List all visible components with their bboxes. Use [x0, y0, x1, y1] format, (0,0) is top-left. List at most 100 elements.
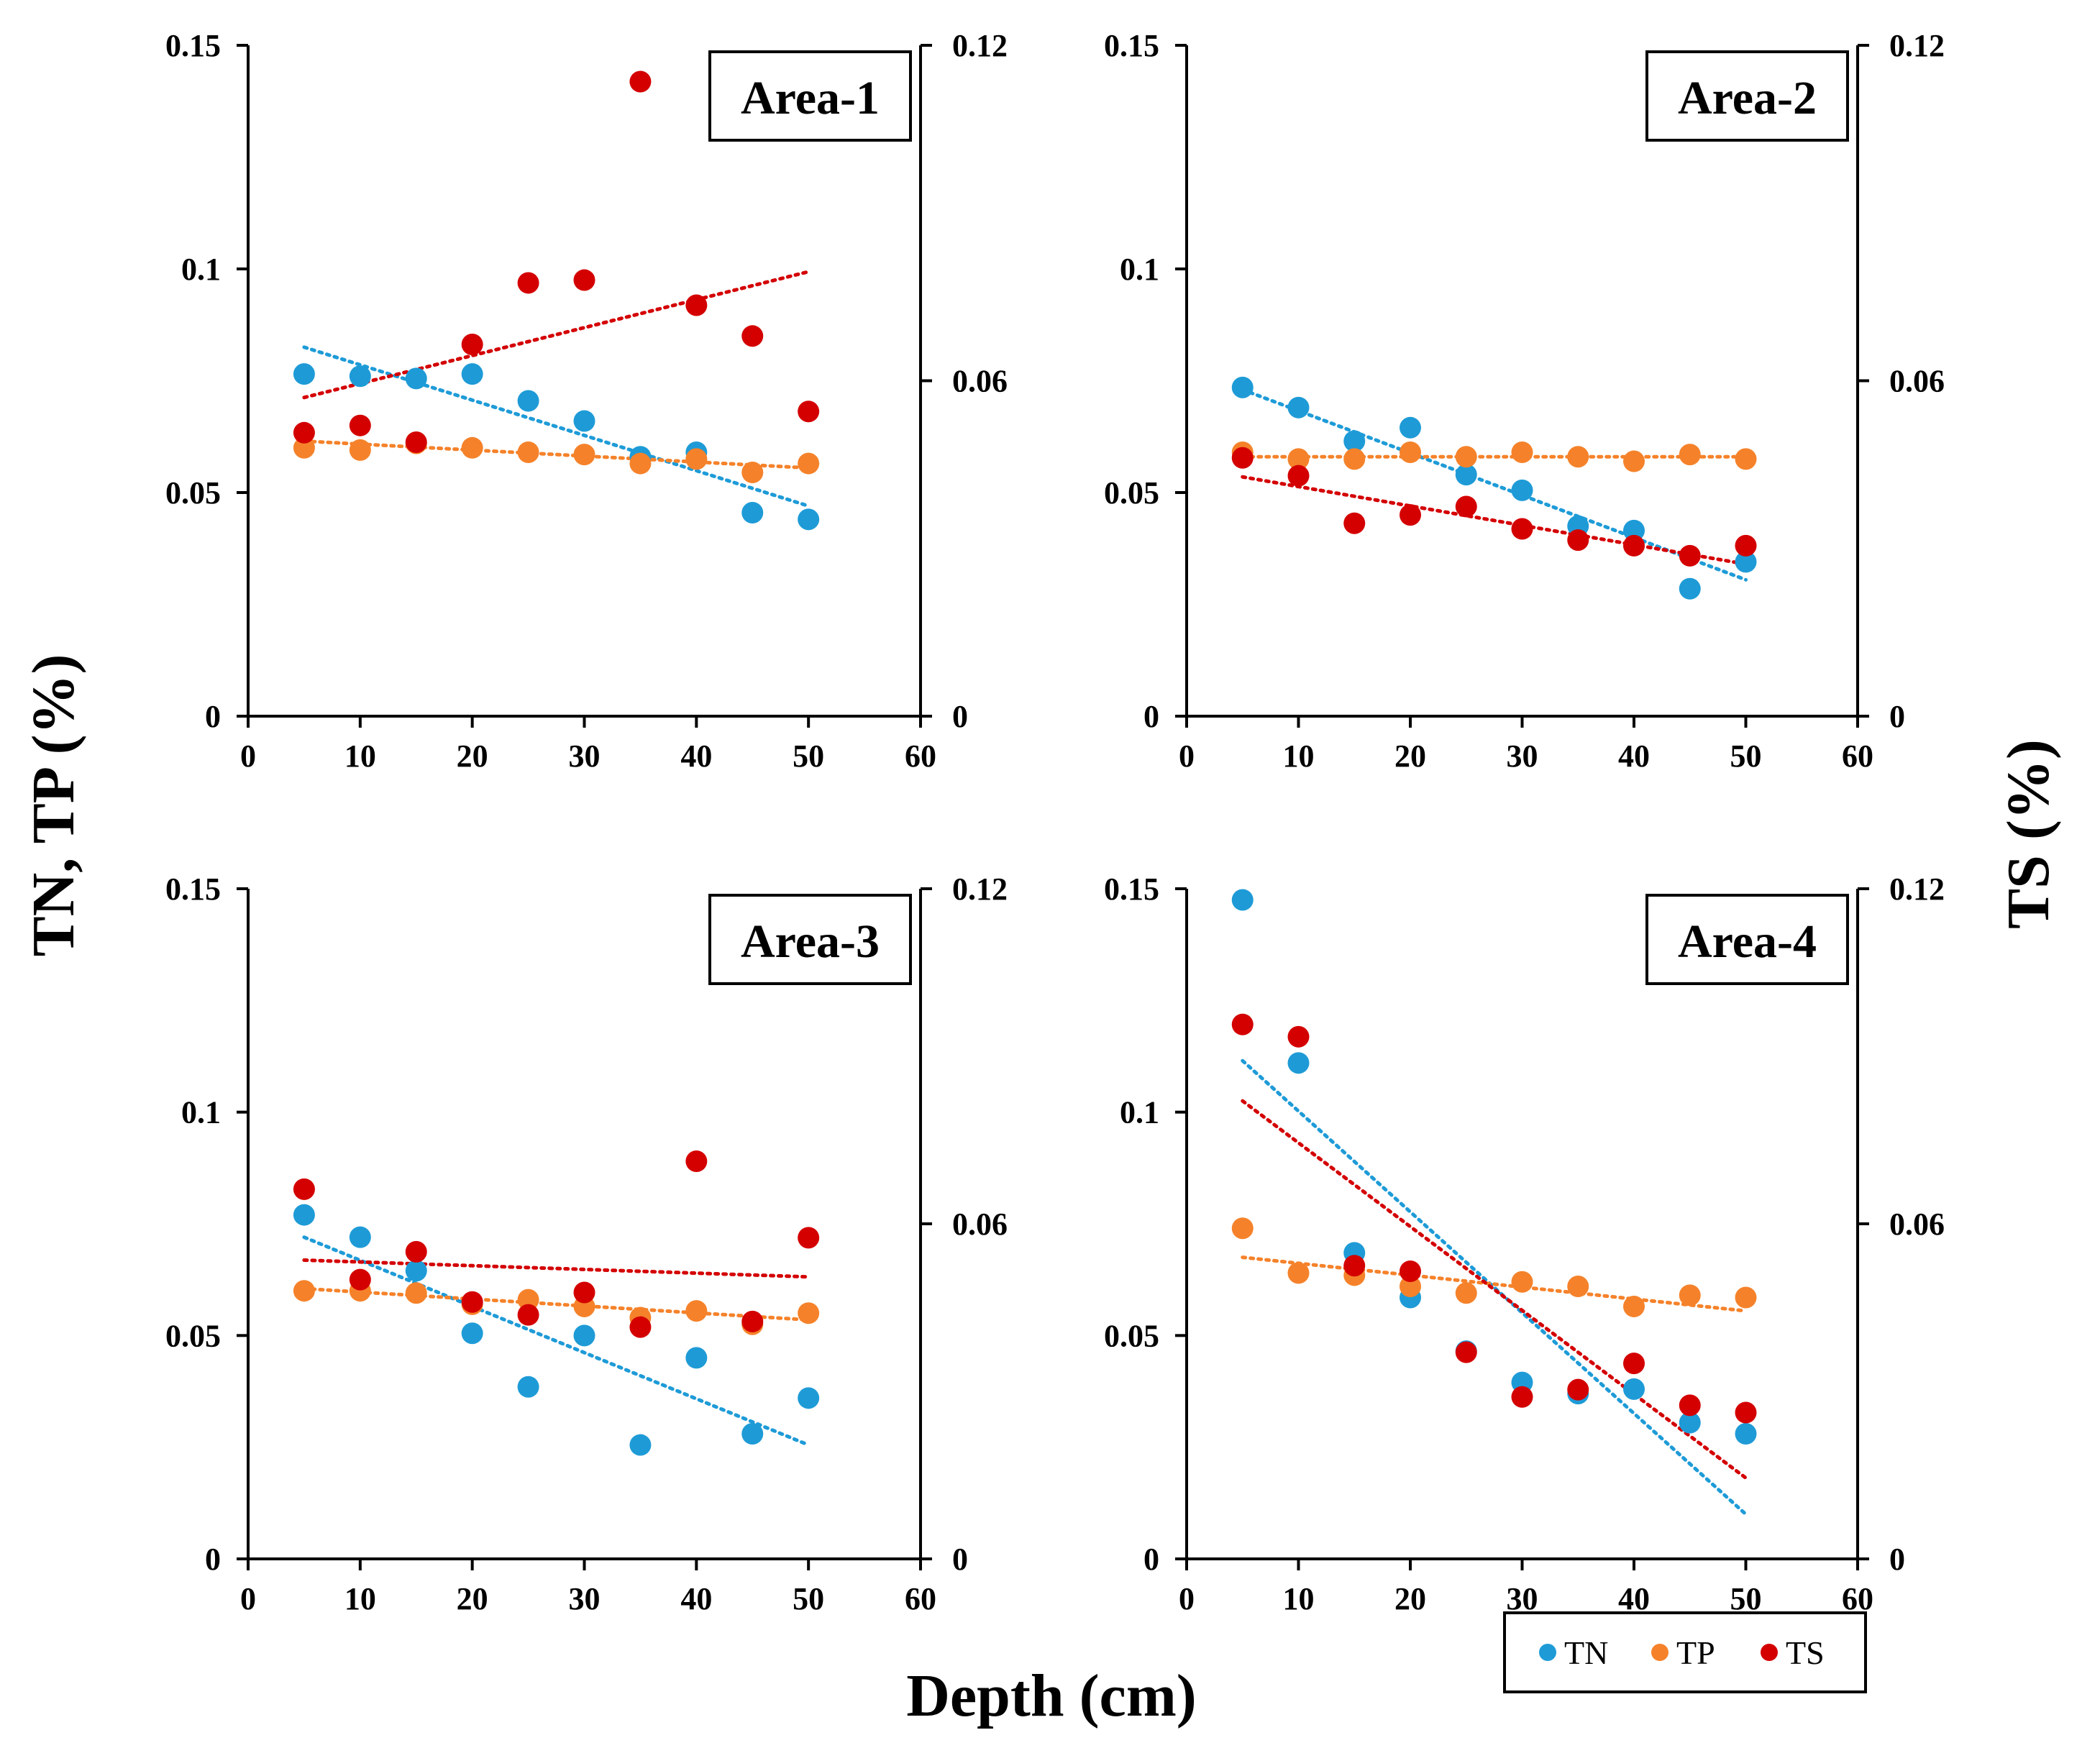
y-left-tick-label: 0.15 [165, 871, 221, 907]
data-point-tp [293, 436, 315, 459]
data-point-ts [461, 333, 483, 355]
x-tick-label: 20 [1394, 1581, 1426, 1616]
x-tick-label: 0 [1179, 1581, 1195, 1616]
data-point-ts [1511, 518, 1533, 540]
data-point-tn [798, 1387, 820, 1409]
data-point-tn [349, 365, 371, 388]
data-point-tn [1343, 430, 1366, 452]
data-point-tp [1400, 441, 1421, 464]
data-point-tp [1400, 1275, 1421, 1297]
legend-marker-tn [1539, 1644, 1556, 1661]
data-point-ts [741, 325, 764, 347]
trendline-tp [302, 439, 811, 470]
data-point-tp [517, 1289, 539, 1311]
data-point-tn [1679, 577, 1701, 600]
data-point-ts [1343, 1255, 1366, 1277]
data-point-tp [798, 452, 820, 475]
data-point-tn [1287, 1052, 1310, 1074]
data-point-tn [573, 410, 595, 432]
y-left-tick-label: 0 [1143, 1542, 1159, 1577]
y-right-tick-label: 0 [952, 699, 968, 734]
data-point-ts [1679, 544, 1701, 567]
x-tick-label: 60 [905, 1581, 936, 1616]
data-point-tp [1511, 441, 1533, 464]
data-point-tn [1679, 1411, 1701, 1434]
data-point-tp [1623, 1295, 1645, 1317]
x-tick-label: 60 [1842, 1581, 1873, 1616]
data-point-ts [349, 414, 371, 436]
x-tick-label: 10 [344, 738, 376, 774]
data-point-tp [517, 441, 539, 464]
data-point-ts [1567, 529, 1589, 552]
data-point-tn [1511, 479, 1533, 501]
x-tick-label: 60 [1842, 738, 1873, 774]
trendline-tn [302, 1235, 811, 1447]
data-point-tp [573, 444, 595, 466]
x-tick-label: 30 [569, 738, 601, 774]
data-point-tn [349, 1226, 371, 1248]
data-point-tn [517, 390, 539, 412]
data-point-tp [685, 1300, 708, 1322]
data-point-tn [573, 1324, 595, 1347]
x-tick-label: 0 [240, 1581, 256, 1616]
y-left-tick-label: 0.05 [1104, 475, 1159, 511]
y-left-tick-label: 0.05 [165, 475, 221, 511]
data-point-tn [1287, 396, 1310, 418]
y-left-tick-label: 0.1 [181, 1095, 221, 1130]
data-point-tp [798, 1302, 820, 1324]
data-point-tn [293, 363, 315, 385]
data-point-ts [573, 1281, 595, 1304]
y-right-tick-label: 0.06 [952, 364, 1008, 399]
y-left-tick-label: 0 [1143, 699, 1159, 734]
x-tick-label: 40 [1618, 1581, 1650, 1616]
data-point-tp [1623, 450, 1645, 472]
data-point-tn [405, 1260, 427, 1282]
y-left-tick-label: 0.05 [1104, 1318, 1159, 1353]
panel-label-box [708, 50, 912, 142]
panel-label: Area-1 [741, 72, 880, 124]
trendline-tp [302, 1286, 811, 1322]
data-point-tp [1231, 1217, 1254, 1240]
data-point-tn [629, 1434, 652, 1456]
data-point-ts [1735, 534, 1757, 557]
x-tick-label: 50 [793, 1581, 824, 1616]
x-tick-label: 20 [1394, 738, 1426, 774]
data-point-ts [405, 431, 427, 454]
data-point-tn [798, 508, 820, 531]
data-point-tp [1567, 1275, 1589, 1297]
panels: 0 10 20 30 40 50 60 0 0.05 0.1 0.15 0 0.06 0.12 Area-1… [165, 28, 1945, 1616]
data-point-ts [405, 1240, 427, 1263]
x-tick-label: 30 [1507, 1581, 1538, 1616]
panel-1: 0 10 20 30 40 50 60 0 0.05 0.1 0.15 0 0.06 0.12 Area-1 [165, 28, 1008, 774]
data-point-tp [1511, 1271, 1533, 1293]
data-point-ts [349, 1268, 371, 1291]
data-point-ts [1735, 1401, 1757, 1424]
data-point-ts [741, 1310, 764, 1332]
legend-box [1503, 1611, 1867, 1693]
data-point-ts [685, 294, 708, 316]
data-point-tp [1679, 444, 1701, 466]
trendline-tn [1241, 388, 1748, 582]
trendline-tp [1241, 1255, 1748, 1313]
trendline-tn [1241, 1058, 1748, 1516]
x-tick-label: 30 [569, 1581, 601, 1616]
data-point-tp [1455, 1282, 1477, 1304]
data-point-ts [293, 1178, 315, 1200]
panel-2: 0 10 20 30 40 50 60 0 0.05 0.1 0.15 0 0.06 0.12 Area-2 [1104, 28, 1945, 774]
data-point-ts [1287, 465, 1310, 487]
trendline-tn [302, 345, 811, 508]
trendline-ts [1241, 1099, 1748, 1480]
trendline-ts [302, 1258, 811, 1279]
legend-label-ts: TS [1786, 1634, 1825, 1671]
data-point-ts [1455, 495, 1477, 518]
data-point-ts [517, 272, 539, 294]
y-right-tick-label: 0.12 [1889, 871, 1945, 907]
data-point-tn [1400, 416, 1421, 439]
data-point-tn [517, 1376, 539, 1398]
legend-marker-ts [1761, 1644, 1778, 1661]
x-tick-label: 50 [793, 738, 824, 774]
panel-label-box [1645, 50, 1849, 142]
data-point-tp [1343, 448, 1366, 470]
data-point-tp [461, 436, 483, 459]
data-point-ts [629, 1316, 652, 1338]
